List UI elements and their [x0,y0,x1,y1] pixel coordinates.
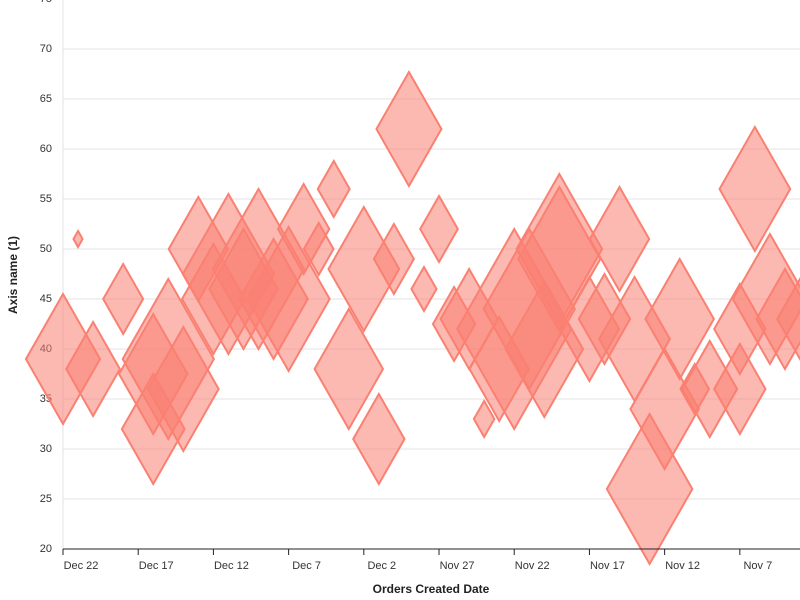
y-tick-label: 30 [40,443,52,455]
x-tick-label: Nov 22 [515,560,550,572]
x-tick-label: Dec 17 [139,560,174,572]
diamond-point [72,228,84,250]
diamond-point [588,184,651,294]
diamond-point [352,391,406,487]
x-tick-label: Dec 7 [292,560,321,572]
diamond-point [316,158,351,220]
diamond-point [313,306,385,432]
diamond-point [372,221,415,297]
diamond-point [146,324,220,454]
diamond-point [713,341,767,437]
diamond-point [410,264,438,314]
y-tick-label: 50 [40,243,52,255]
diamond-point [419,193,459,265]
y-tick-label: 65 [40,93,52,105]
x-tick-label: Nov 12 [665,560,700,572]
diamond-point [102,261,145,337]
diamond-point [515,171,604,327]
x-axis-title: Orders Created Date [373,582,490,596]
y-tick-label: 25 [40,493,52,505]
y-tick-label: 60 [40,143,52,155]
diamond-point [65,319,122,419]
x-tick-label: Nov 7 [743,560,772,572]
y-tick-label: 75 [40,0,52,5]
diamond-point [375,69,443,189]
x-tick-label: Dec 12 [214,560,249,572]
diamond-point [776,276,800,362]
y-tick-label: 55 [40,193,52,205]
y-tick-label: 70 [40,43,52,55]
y-tick-label: 20 [40,543,52,555]
y-tick-label: 45 [40,293,52,305]
x-tick-label: Dec 2 [367,560,396,572]
diamond-point [718,124,792,254]
diamond-point [644,256,716,382]
diamond-point [605,411,694,567]
diamond-point [302,220,335,278]
y-axis-title: Axis name (1) [6,236,20,314]
x-tick-label: Nov 27 [440,560,475,572]
x-tick-label: Dec 22 [64,560,99,572]
x-tick-label: Nov 17 [590,560,625,572]
diamond-point [472,398,496,440]
